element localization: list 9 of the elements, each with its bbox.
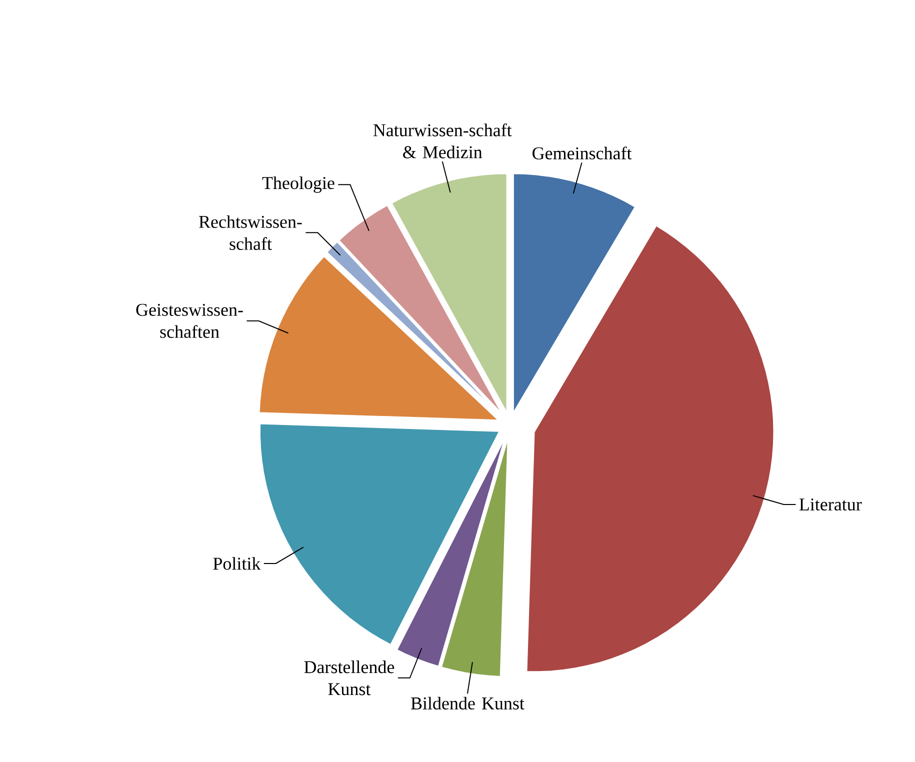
slice-label: Gemeinschaft bbox=[532, 146, 632, 160]
slice-label: Theologie bbox=[262, 176, 334, 193]
slice-label: Naturwissen-schaft & Medizin bbox=[373, 123, 512, 158]
slice-label: Geisteswissen-schaften bbox=[136, 304, 243, 338]
slice-label: Darstellende Kunst bbox=[304, 660, 394, 696]
slice-label: Politik bbox=[213, 557, 261, 570]
slice-label: Bildende Kunst bbox=[410, 696, 524, 710]
slice-label: Literatur bbox=[799, 498, 862, 511]
slice-label: Rechtswissen-schaft bbox=[199, 215, 302, 250]
